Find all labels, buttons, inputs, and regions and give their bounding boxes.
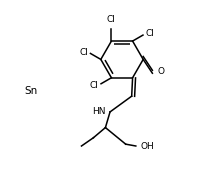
Text: Cl: Cl [107, 16, 116, 24]
Text: OH: OH [140, 142, 154, 151]
Text: Cl: Cl [79, 47, 88, 56]
Text: O: O [157, 67, 164, 76]
Text: HN: HN [92, 107, 105, 117]
Text: Cl: Cl [145, 29, 154, 38]
Text: Cl: Cl [90, 81, 99, 90]
Text: Sn: Sn [24, 86, 37, 96]
